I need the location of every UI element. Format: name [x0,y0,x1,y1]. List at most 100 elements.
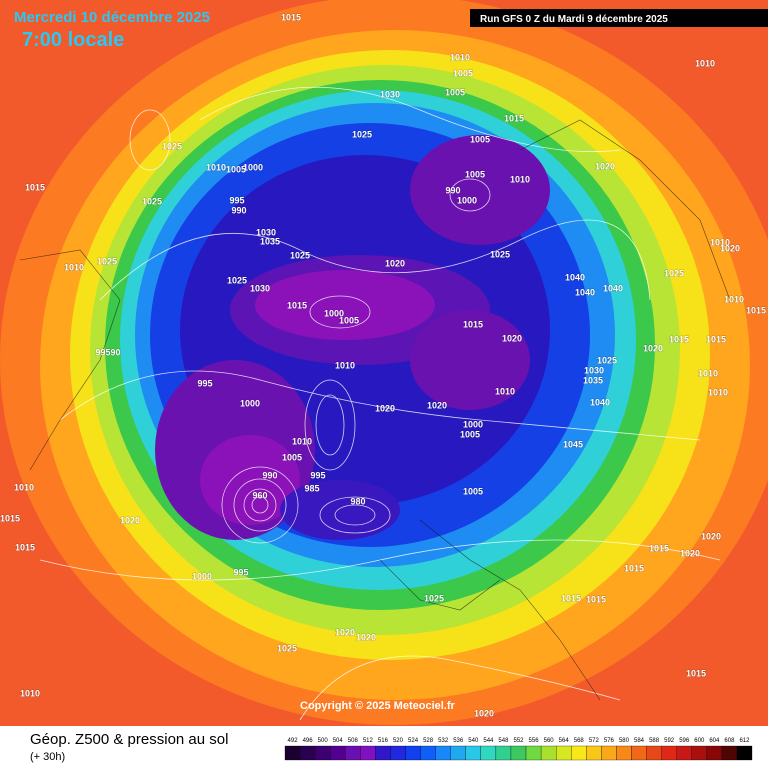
scale-swatch [345,745,361,761]
pressure-label: 1010 [708,387,728,397]
pressure-label: 1020 [427,400,447,410]
pressure-label: 1020 [720,243,740,253]
pressure-label: 1015 [25,182,45,192]
scale-swatch [661,745,677,761]
scale-label: 544 [483,738,494,744]
scale-label: 516 [378,738,389,744]
pressure-label: 1030 [380,89,400,99]
pressure-label: 1020 [701,531,721,541]
scale-swatch [435,745,451,761]
scale-label: 608 [724,738,735,744]
pressure-label: 990 [445,185,460,195]
scale-swatch [616,745,632,761]
scale-swatch [314,745,331,761]
pressure-label: 960 [252,490,267,500]
pressure-label: 1015 [504,113,524,123]
pressure-label: 1010 [710,237,730,247]
pressure-label: 1000 [324,308,344,318]
pressure-label: 1010 [698,368,718,378]
pressure-label: 1035 [260,236,280,246]
pressure-label: 1025 [490,249,510,259]
footer-lead: (+ 30h) [30,751,65,763]
scale-label: 512 [363,738,374,744]
pressure-label: 1015 [686,668,706,678]
run-info: Run GFS 0 Z du Mardi 9 décembre 2025 [480,14,668,25]
scale-swatch [299,745,316,761]
scale-swatch [646,745,662,761]
scale-swatch [495,745,512,761]
pressure-label: 1000 [243,162,263,172]
scale-swatch [631,745,647,761]
pressure-label: 1020 [335,627,355,637]
pressure-label: 1005 [282,452,302,462]
pressure-label: 1040 [575,287,595,297]
pressure-label: 1010 [695,58,715,68]
pressure-label: 1000 [192,571,212,581]
pressure-label: 1010 [20,688,40,698]
scale-swatch [540,745,557,761]
pressure-label: 1015 [746,305,766,315]
scale-label: 580 [619,738,630,744]
pressure-label: 1020 [120,515,140,525]
pressure-label: 995 [197,378,212,388]
scale-label: 604 [709,738,720,744]
scale-swatch [510,745,527,761]
scale-swatch [736,745,753,761]
scale-label: 560 [544,738,555,744]
pressure-label: 1005 [460,429,480,439]
pressure-label: 1020 [385,258,405,268]
copyright: Copyright © 2025 Meteociel.fr [300,700,456,712]
coastlines [19,119,731,701]
scale-label: 612 [739,738,750,744]
pressure-label: 1015 [561,593,581,603]
scale-label: 504 [333,738,344,744]
scale-label: 556 [529,738,540,744]
pressure-label: 985 [304,483,319,493]
pressure-label: 1040 [565,272,585,282]
pressure-label: 1000 [240,398,260,408]
scale-swatch [721,745,738,761]
pressure-label: 99590 [95,347,120,357]
scale-label: 548 [498,738,509,744]
pressure-label: 1010 [450,52,470,62]
scale-label: 552 [513,738,524,744]
pressure-label: 1005 [453,68,473,78]
scale-label: 496 [303,738,314,744]
scale-label: 492 [288,738,299,744]
pressure-label: 1020 [643,343,663,353]
scale-label: 536 [453,738,464,744]
pressure-label: 1020 [356,632,376,642]
pressure-label: 995 [310,470,325,480]
scale-label: 576 [604,738,615,744]
pressure-label: 990 [262,470,277,480]
pressure-label: 1015 [669,334,689,344]
run-box [470,9,768,27]
scale-swatch [360,745,376,761]
pressure-label: 1015 [586,594,606,604]
footer-title: Géop. Z500 & pression au sol [30,731,228,748]
height-field [0,0,768,725]
pressure-label: 1020 [680,548,700,558]
pressure-label: 1025 [97,256,117,266]
pressure-label: 1030 [250,283,270,293]
pressure-label: 1000 [457,195,477,205]
pressure-label: 1015 [15,542,35,552]
pressure-label: 1010 [292,436,312,446]
isobars [39,86,721,721]
pressure-label: 1010 [724,294,744,304]
pressure-label: 1010 [510,174,530,184]
scale-label: 572 [589,738,600,744]
date: Mercredi 10 décembre 2025 [14,9,210,26]
pressure-label: 1015 [463,319,483,329]
pressure-label: 1010 [206,162,226,172]
scale-label: 584 [634,738,645,744]
pressure-label: 1005 [463,486,483,496]
pressure-label: 1025 [597,355,617,365]
scale-label: 568 [574,738,585,744]
scale-swatch [601,745,617,761]
scale-swatch [405,745,421,761]
scale-swatch [284,745,301,761]
scale-label: 520 [393,738,404,744]
scale-swatch [450,745,466,761]
